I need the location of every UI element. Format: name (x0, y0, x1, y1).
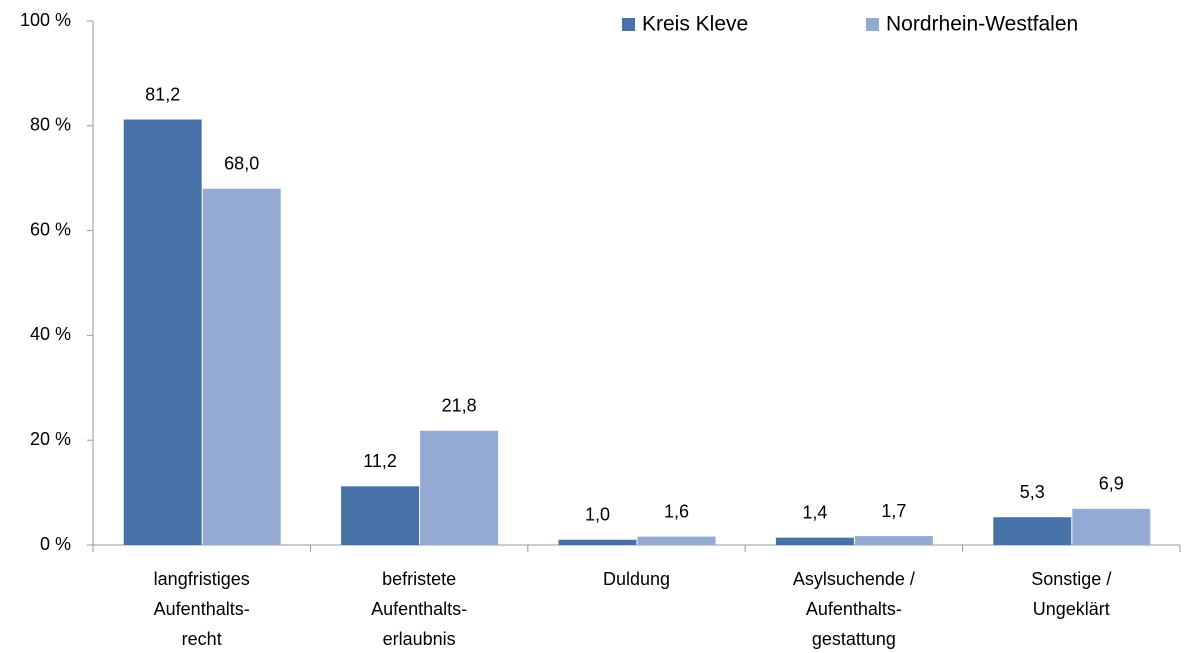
x-tick-label: Ungeklärt (1033, 599, 1110, 619)
x-tick-label: Asylsuchende / (793, 569, 915, 589)
bar (123, 119, 202, 546)
value-label: 21,8 (442, 396, 477, 416)
bar (775, 537, 854, 545)
bar (854, 536, 933, 545)
x-tick-label: befristete (382, 569, 456, 589)
bar (637, 536, 716, 545)
value-label: 68,0 (224, 153, 259, 173)
value-label: 1,7 (881, 501, 906, 521)
y-tick-label: 40 % (30, 324, 71, 344)
bar (1072, 508, 1151, 545)
value-label: 1,0 (585, 505, 610, 525)
legend-swatch (866, 18, 879, 31)
y-tick-label: 80 % (30, 115, 71, 135)
bar (558, 539, 637, 545)
bar (993, 517, 1072, 545)
x-tick-label: Duldung (603, 569, 670, 589)
bar (341, 486, 420, 545)
value-label: 1,6 (664, 501, 689, 521)
bar (202, 188, 281, 545)
legend-label: Nordrhein-Westfalen (886, 13, 1078, 36)
y-tick-label: 20 % (30, 429, 71, 449)
x-tick-label: gestattung (812, 629, 896, 649)
bar (420, 430, 499, 545)
value-label: 81,2 (145, 84, 180, 104)
value-label: 6,9 (1099, 474, 1124, 494)
legend-label: Kreis Kleve (642, 13, 748, 36)
value-label: 11,2 (363, 451, 397, 471)
x-tick-label: Sonstige / (1031, 569, 1111, 589)
x-tick-label: erlaubnis (383, 629, 456, 649)
value-label: 1,4 (802, 502, 827, 522)
x-tick-label: Aufenthalts- (371, 599, 467, 619)
legend-swatch (622, 18, 635, 31)
y-tick-label: 60 % (30, 219, 71, 239)
x-tick-label: Aufenthalts- (154, 599, 250, 619)
x-tick-label: recht (182, 629, 222, 649)
value-label: 5,3 (1020, 482, 1045, 502)
x-tick-label: langfristiges (154, 569, 250, 589)
y-tick-label: 100 % (20, 10, 71, 30)
y-tick-label: 0 % (40, 534, 71, 554)
x-tick-label: Aufenthalts- (806, 599, 902, 619)
